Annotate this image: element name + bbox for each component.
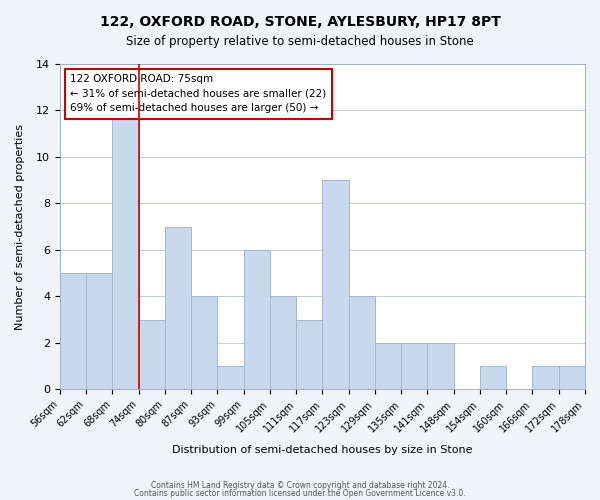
Bar xyxy=(480,366,506,390)
X-axis label: Distribution of semi-detached houses by size in Stone: Distribution of semi-detached houses by … xyxy=(172,445,473,455)
Bar xyxy=(349,296,375,390)
Bar xyxy=(375,343,401,390)
Bar xyxy=(270,296,296,390)
Text: 122 OXFORD ROAD: 75sqm
← 31% of semi-detached houses are smaller (22)
69% of sem: 122 OXFORD ROAD: 75sqm ← 31% of semi-det… xyxy=(70,74,327,114)
Text: Size of property relative to semi-detached houses in Stone: Size of property relative to semi-detach… xyxy=(126,35,474,48)
Bar xyxy=(217,366,244,390)
Bar xyxy=(559,366,585,390)
Text: 122, OXFORD ROAD, STONE, AYLESBURY, HP17 8PT: 122, OXFORD ROAD, STONE, AYLESBURY, HP17… xyxy=(100,15,500,29)
Bar xyxy=(532,366,559,390)
Text: Contains public sector information licensed under the Open Government Licence v3: Contains public sector information licen… xyxy=(134,488,466,498)
Bar xyxy=(86,273,112,390)
Bar xyxy=(191,296,217,390)
Bar xyxy=(112,110,139,390)
Y-axis label: Number of semi-detached properties: Number of semi-detached properties xyxy=(15,124,25,330)
Text: Contains HM Land Registry data © Crown copyright and database right 2024.: Contains HM Land Registry data © Crown c… xyxy=(151,481,449,490)
Bar xyxy=(401,343,427,390)
Bar xyxy=(296,320,322,390)
Bar xyxy=(427,343,454,390)
Bar xyxy=(165,226,191,390)
Bar xyxy=(60,273,86,390)
Bar xyxy=(322,180,349,390)
Bar xyxy=(244,250,270,390)
Bar xyxy=(139,320,165,390)
